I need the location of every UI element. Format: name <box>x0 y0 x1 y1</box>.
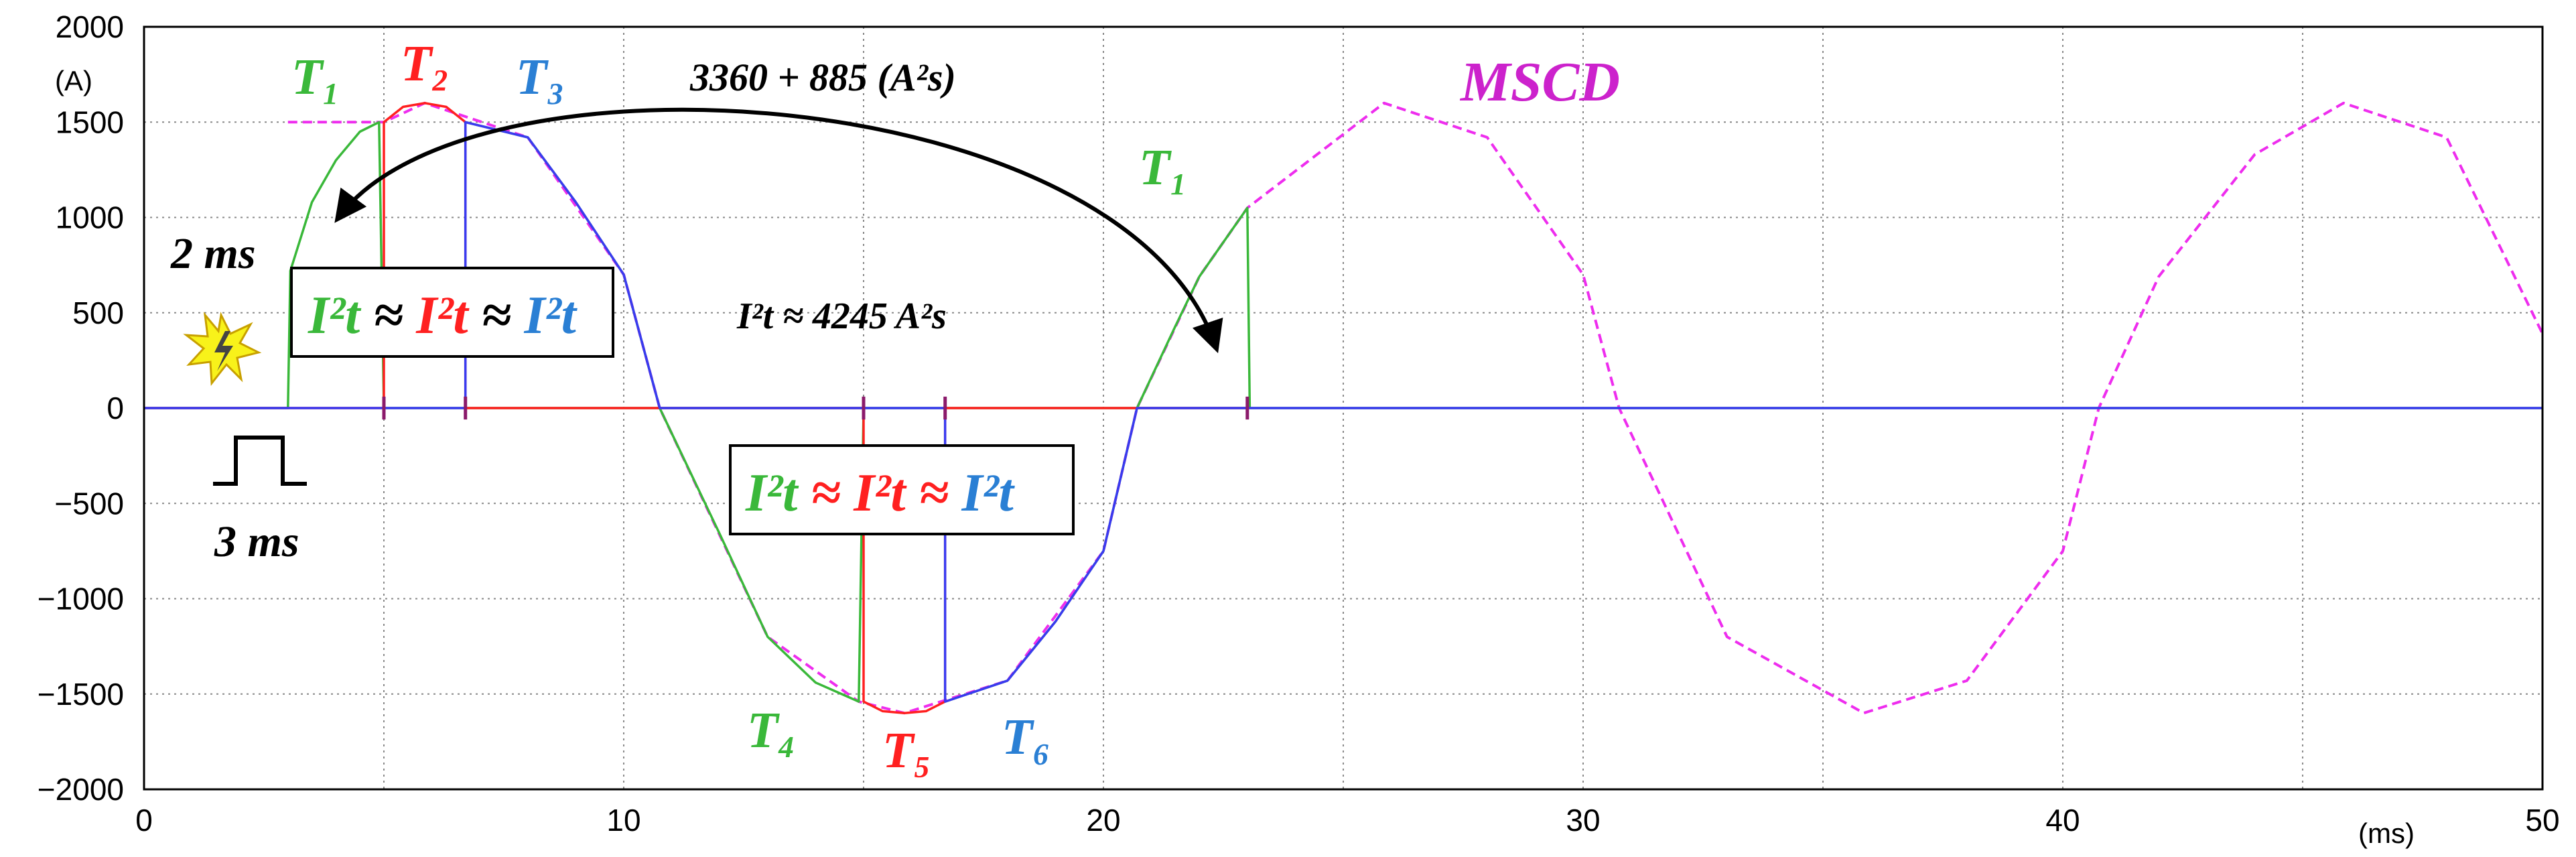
pulse-3ms-label: 3 ms <box>214 517 299 566</box>
pulse-2ms-label: 2 ms <box>170 229 256 278</box>
transfer-arrow <box>334 107 1223 354</box>
label-t4: T₄ <box>747 702 796 759</box>
label-t1-second: T₁ <box>1139 139 1188 196</box>
svg-text:I²t ≈ I²t: I²t ≈ I²t ≈ I²t <box>308 286 578 345</box>
approx-2: ≈ <box>482 286 525 345</box>
pulse-icon <box>213 436 307 486</box>
label-t2: T₂ <box>401 36 450 92</box>
i2t-blue: I²t <box>524 286 578 345</box>
i2t-green: I²t <box>745 464 799 523</box>
y-tick-label: 500 <box>72 295 124 330</box>
x-tick-label: 30 <box>1566 803 1600 838</box>
x-tick-label: 10 <box>606 803 640 838</box>
x-tick-label: 50 <box>2525 803 2559 838</box>
y-tick-label: −2000 <box>38 772 124 807</box>
label-t3: T₃ <box>516 49 565 105</box>
i2t-green: I²t <box>308 286 362 345</box>
x-tick-label: 0 <box>135 803 153 838</box>
y-unit-label: (A) <box>55 65 92 96</box>
label-mscd: MSCD <box>1459 51 1620 113</box>
svg-text:I²t ≈ I²t: I²t ≈ I²t ≈ I²t <box>745 464 1016 523</box>
label-t6: T₆ <box>1002 709 1050 765</box>
tick-labels: 2000 1500 1000 500 0 −500 −1000 −1500 −2000 0 10 20… <box>38 9 2560 838</box>
x-unit-label: (ms) <box>2358 817 2415 849</box>
event-marks <box>382 396 1249 420</box>
plot-frame <box>143 25 2544 791</box>
y-tick-label: 1500 <box>56 105 124 139</box>
y-tick-label: −1000 <box>38 582 124 616</box>
approx-1: ≈ <box>373 286 416 345</box>
x-tick-label: 40 <box>2045 803 2080 838</box>
i2t-red: I²t <box>853 464 907 523</box>
y-tick-label: −500 <box>54 486 124 521</box>
approx-2: ≈ <box>919 464 962 523</box>
label-t1-first: T₁ <box>291 49 340 105</box>
transfer-energy-label: 3360 + 885 (A²s) <box>689 56 956 99</box>
approx-1: ≈ <box>811 464 854 523</box>
i2t-equality-box-lower: I²t ≈ I²t ≈ I²t <box>729 444 1075 535</box>
i2t-red: I²t <box>415 286 470 345</box>
y-tick-label: −1500 <box>38 677 124 712</box>
label-t5: T₅ <box>882 722 931 779</box>
i2t-equality-box-upper: I²t ≈ I²t ≈ I²t <box>290 267 614 358</box>
series-line-mscd <box>287 101 2544 715</box>
total-energy-label: I²t ≈ 4245 A²s <box>736 295 947 337</box>
lightning-icon <box>183 312 262 387</box>
i2t-blue: I²t <box>961 464 1016 523</box>
y-tick-label: 2000 <box>56 9 124 44</box>
y-tick-label: 0 <box>107 391 124 425</box>
y-tick-label: 1000 <box>56 200 124 235</box>
x-tick-label: 20 <box>1086 803 1120 838</box>
